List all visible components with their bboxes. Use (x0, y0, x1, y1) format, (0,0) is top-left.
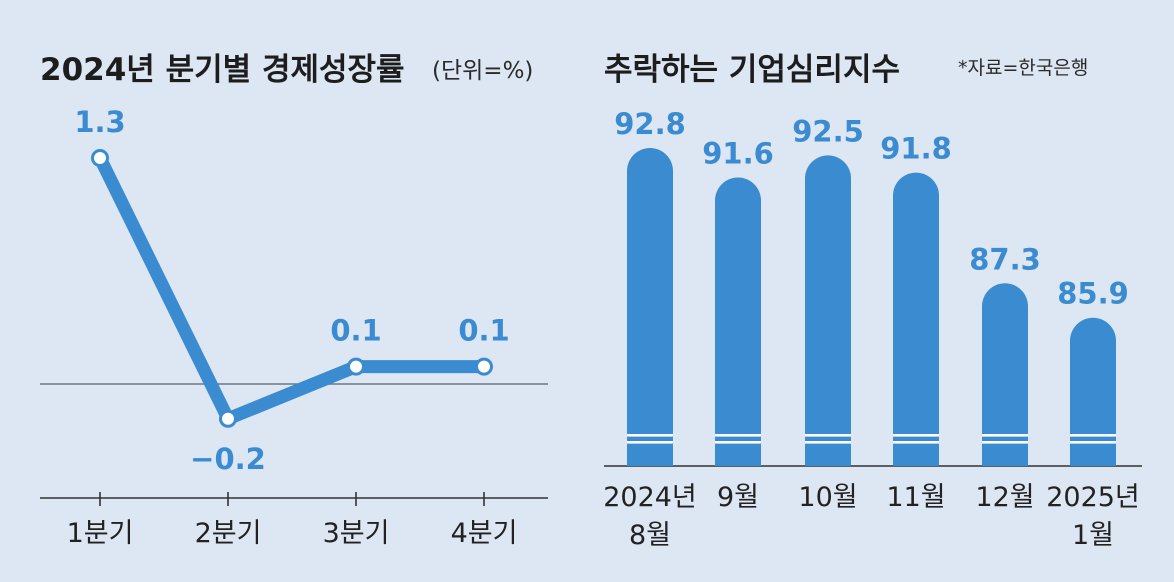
axis-break-stripe (715, 434, 761, 437)
x-tick-label: 2분기 (195, 518, 262, 549)
data-point (219, 409, 237, 428)
growth-line (93, 151, 491, 426)
bar-value-label: 91.6 (702, 137, 774, 171)
line-chart-marks: 1분기 2분기 3분기 4분기 1.3 −0.2 0.1 0.1 (67, 105, 518, 549)
axis-break-stripe (893, 434, 939, 437)
bar-category-label: 2024년 (603, 482, 697, 513)
data-label: 1.3 (74, 105, 125, 139)
bar-chart-marks: 92.8 2024년 8월 91.6 9월 92.5 10월 91.8 11월 87.3 12월 85… (603, 107, 1140, 551)
bar-category-label: 8월 (629, 520, 671, 551)
bar (893, 172, 939, 466)
bar-value-label: 85.9 (1057, 277, 1129, 311)
axis-break-stripe (715, 441, 761, 444)
x-tick-label: 4분기 (451, 518, 518, 549)
bar (1070, 317, 1116, 466)
bar-category-label: 2025년 (1046, 482, 1140, 513)
axis-break-stripe (1070, 434, 1116, 437)
bar-value-label: 92.5 (792, 114, 864, 148)
axis-break-stripe (627, 434, 673, 437)
bar (805, 155, 851, 466)
right-chart-title: 추락하는 기업심리지수 (604, 52, 900, 88)
axis-break-stripe (982, 434, 1028, 437)
axis-break-stripe (982, 441, 1028, 444)
bar-value-label: 87.3 (969, 242, 1041, 276)
axis-break-stripe (805, 441, 851, 444)
data-label: 0.1 (330, 314, 381, 348)
left-chart-title: 2024년 분기별 경제성장률 (40, 52, 405, 88)
bar-category-label: 9월 (717, 482, 759, 513)
axis-break-stripe (805, 434, 851, 437)
bar (627, 148, 673, 466)
data-point (347, 357, 365, 376)
bar-category-label: 11월 (886, 482, 945, 513)
left-chart-unit: (단위=%) (432, 58, 533, 84)
data-label: −0.2 (190, 442, 266, 476)
data-point (91, 149, 109, 167)
bar (715, 177, 761, 466)
bar-value-label: 91.8 (880, 132, 952, 166)
bar (982, 283, 1028, 466)
axis-break-stripe (627, 441, 673, 444)
data-label: 0.1 (458, 314, 509, 348)
axis-break-stripe (893, 441, 939, 444)
x-tick-label: 1분기 (67, 518, 134, 549)
axis-break-stripe (1070, 441, 1116, 444)
bar-category-label: 10월 (798, 482, 857, 513)
x-tick-label: 3분기 (323, 518, 390, 549)
bar-value-label: 92.8 (614, 107, 686, 141)
bar-category-label: 12월 (975, 482, 1034, 513)
right-chart-source: *자료=한국은행 (958, 57, 1088, 79)
data-point (475, 357, 493, 376)
bar-category-label: 1월 (1072, 520, 1114, 551)
